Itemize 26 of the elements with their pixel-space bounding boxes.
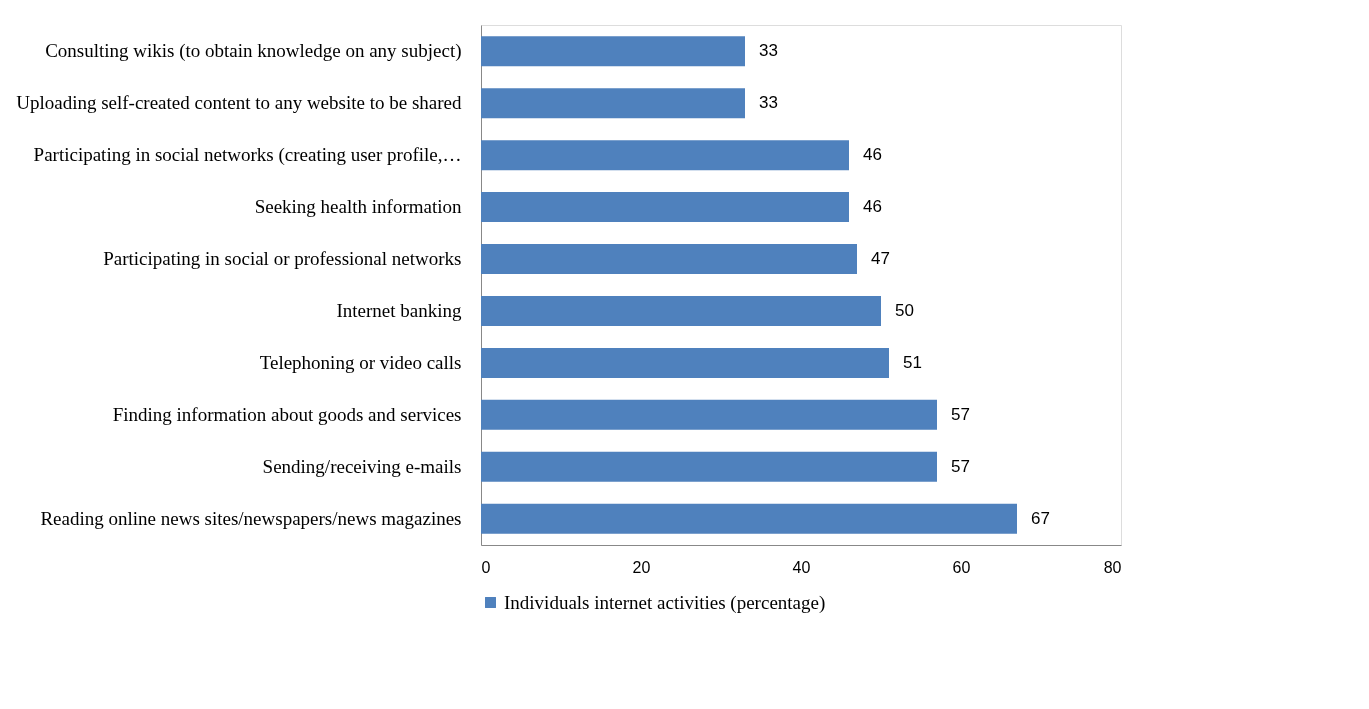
y-tick-label: Reading online news sites/newspapers/news magazines <box>40 507 462 529</box>
x-tick-label: 0 <box>481 558 491 576</box>
data-label: 33 <box>759 93 778 113</box>
data-label: 57 <box>951 456 970 476</box>
x-tick-label: 80 <box>1103 558 1122 576</box>
data-label: 46 <box>863 197 882 217</box>
data-label: 33 <box>759 41 778 61</box>
y-tick-label: Uploading self-created content to any website to be shared <box>16 92 462 114</box>
data-label: 57 <box>951 404 970 424</box>
data-label: 46 <box>863 145 882 165</box>
data-label: 50 <box>895 300 914 320</box>
x-tick-label: 20 <box>632 558 651 576</box>
y-tick-label: Participating in social or professional networks <box>103 248 462 270</box>
legend-label: Individuals internet activities (percentage) <box>504 591 826 614</box>
data-label: 67 <box>1031 508 1050 528</box>
y-tick-label: Participating in social networks (creating user profile,… <box>33 144 462 167</box>
x-tick-label: 40 <box>792 558 811 576</box>
data-label: 47 <box>871 249 890 269</box>
y-tick-label: Sending/receiving e-mails <box>262 455 462 477</box>
data-label: 51 <box>903 352 922 372</box>
y-tick-label: Internet banking <box>336 299 462 321</box>
y-tick-label: Consulting wikis (to obtain knowledge on any subject) <box>45 40 462 63</box>
y-tick-label: Seeking health information <box>254 196 462 218</box>
x-tick-label: 60 <box>952 558 971 576</box>
y-tick-label: Finding information about goods and services <box>112 403 462 425</box>
y-tick-label: Telephoning or video calls <box>259 351 462 373</box>
